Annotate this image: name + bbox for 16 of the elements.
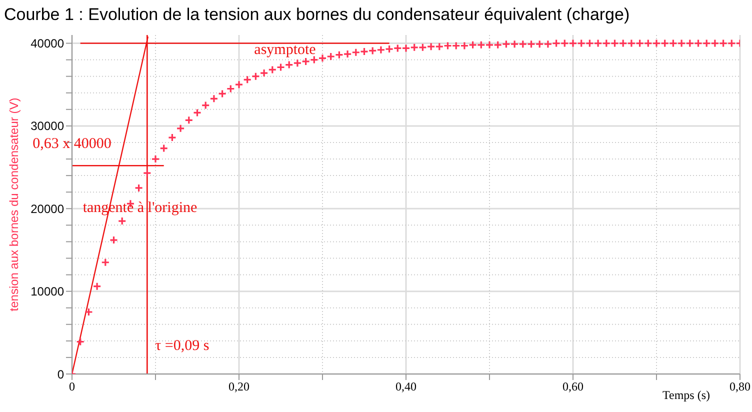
annotation: asymptote [254,42,316,58]
y-tick-label: 40000 [30,36,64,51]
y-tick-label: 10000 [30,284,64,299]
x-tick-label: 0 [69,380,75,394]
chart-title: Courbe 1 : Evolution de la tension aux bornes du condensateur équivalent (charge) [4,5,630,25]
y-axis-title: tension aux bornes du condensateur (V) [7,98,21,312]
y-tick-label: 30000 [30,119,64,134]
x-tick-label: 0,40 [396,380,416,394]
y-tick-label: 0 [57,367,64,382]
x-axis-title: Temps (s) [662,388,710,402]
annotation: 0,63 x 40000 [32,136,112,152]
x-tick-label: 0,60 [562,380,584,394]
ref-line-label: τ =0,09 s [155,338,210,354]
x-tick-label: 0,80 [730,380,750,394]
y-tick-label: 20000 [30,202,64,216]
x-tick-label: 0,20 [228,380,250,394]
